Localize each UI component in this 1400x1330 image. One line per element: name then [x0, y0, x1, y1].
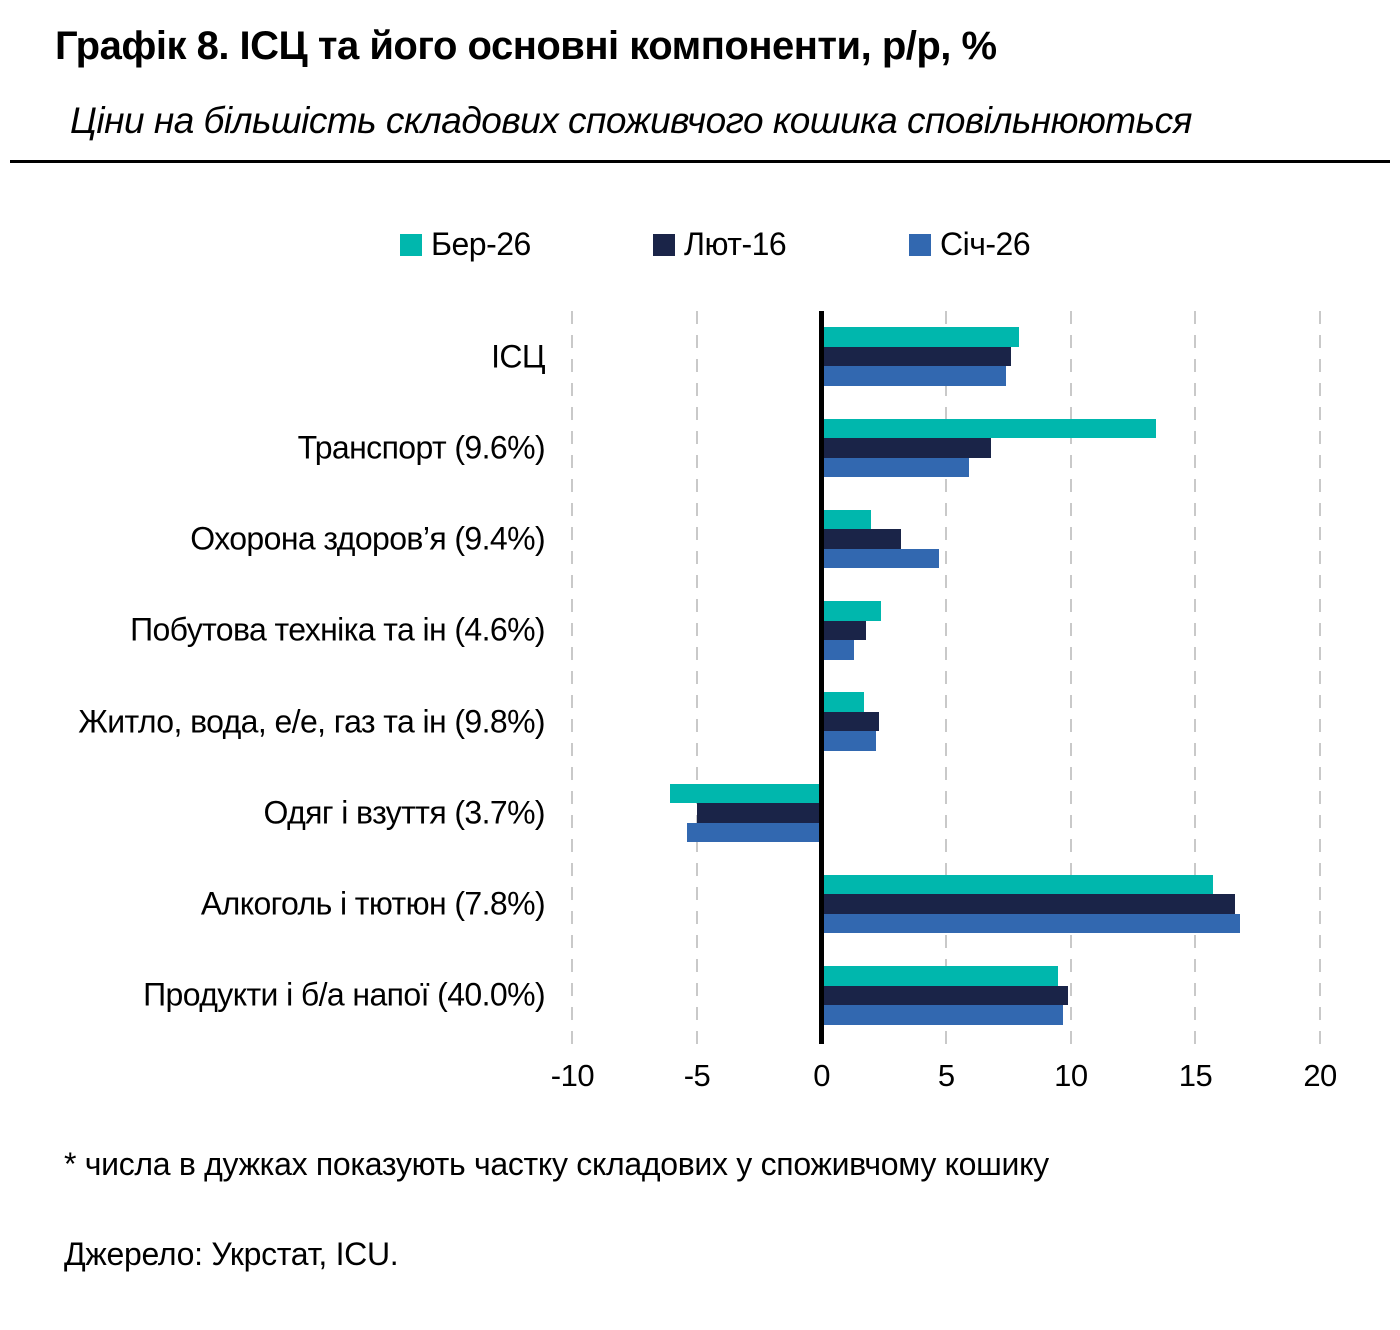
- x-axis-tick-label: 20: [1303, 1058, 1337, 1093]
- header-divider: [10, 160, 1390, 163]
- bar-Лют-16-row4: [821, 711, 879, 732]
- bar-Січ-26-row3: [821, 640, 855, 660]
- gridline: [1319, 311, 1322, 1050]
- bar-Бер-26-row5: [669, 783, 822, 804]
- x-axis-tick-label: 5: [937, 1058, 955, 1093]
- bar-Лют-16-row2: [821, 529, 902, 549]
- legend-marker: [653, 233, 675, 256]
- chart-subtitle: Ціни на більшість складових споживчого к…: [70, 100, 1192, 141]
- category-label: ІСЦ: [491, 338, 545, 375]
- x-axis-tick-label: -10: [550, 1058, 595, 1093]
- gridline: [945, 311, 948, 1050]
- legend-label: Січ-26: [940, 226, 1031, 262]
- category-label: Алкоголь і тютюн (7.8%): [200, 885, 546, 922]
- category-label: Житло, вода, е/е, газ та ін (9.8%): [78, 703, 545, 740]
- bar-Січ-26-row1: [821, 457, 969, 478]
- category-label: Транспорт (9.6%): [297, 429, 546, 466]
- bar-Бер-26-row0: [821, 327, 1019, 347]
- bar-Бер-26-row6: [821, 874, 1213, 895]
- category-label: Продукти і б/а напої (40.0%): [143, 976, 545, 1013]
- bar-Січ-26-row0: [821, 366, 1007, 386]
- category-label: Одяг і взуття (3.7%): [263, 794, 546, 831]
- bar-Лют-16-row6: [821, 894, 1236, 914]
- bar-Бер-26-row7: [821, 966, 1059, 986]
- bar-Бер-26-row3: [821, 601, 882, 621]
- category-label: Побутова техніка та ін (4.6%): [130, 611, 546, 648]
- bar-Лют-16-row3: [821, 620, 867, 641]
- legend-marker: [909, 233, 931, 256]
- legend-item-Бер-26: Бер-26: [400, 226, 531, 263]
- legend-label: Лют-16: [684, 226, 787, 262]
- x-axis-tick-label: 15: [1178, 1058, 1213, 1093]
- legend-item-Січ-26: Січ-26: [909, 226, 1031, 263]
- category-label: Охорона здоров’я (9.4%): [190, 520, 545, 557]
- bar-Лют-16-row1: [821, 438, 992, 458]
- legend-marker: [400, 233, 422, 256]
- bar-Лют-16-row0: [821, 346, 1012, 367]
- bar-chart: -10 -5 0 5 10 15 20 ІСЦ Транспорт (9.6%) Охорона …: [78, 311, 1337, 1093]
- legend-item-Лют-16: Лют-16: [653, 226, 787, 263]
- bar-Січ-26-row6: [821, 913, 1241, 934]
- gridline: [1069, 311, 1072, 1050]
- x-axis-tick-label: 10: [1054, 1058, 1088, 1093]
- zero-axis-line: [819, 311, 825, 1044]
- bar-Січ-26-row2: [821, 548, 939, 569]
- legend-label: Бер-26: [431, 226, 531, 262]
- bar-Бер-26-row4: [821, 692, 864, 712]
- gridline: [571, 311, 574, 1050]
- source-note: Джерело: Укрстат, ICU.: [64, 1236, 399, 1272]
- bar-Бер-26-row1: [821, 418, 1156, 439]
- bar-Лют-16-row7: [821, 985, 1069, 1006]
- bar-Бер-26-row2: [821, 509, 872, 530]
- chart-title: Графік 8. ІСЦ та його основні компоненти…: [55, 24, 997, 68]
- footnote: * числа в дужках показують частку складо…: [64, 1146, 1049, 1182]
- gridline: [1194, 311, 1197, 1050]
- x-axis-tick-label: -5: [683, 1058, 711, 1093]
- gridline: [696, 311, 699, 1050]
- bar-Лют-16-row5: [697, 803, 822, 823]
- bar-Січ-26-row5: [687, 822, 822, 843]
- bar-Січ-26-row4: [821, 731, 877, 751]
- x-axis-tick-label: 0: [813, 1058, 830, 1093]
- bar-Січ-26-row7: [821, 1005, 1064, 1025]
